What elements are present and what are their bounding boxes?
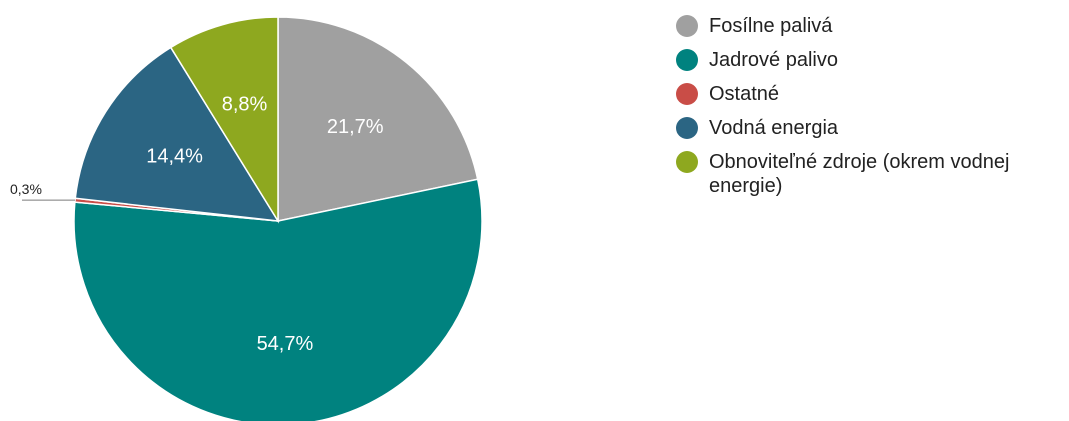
slice-label: 54,7% xyxy=(257,333,314,355)
legend-label: Obnoviteľné zdroje (okrem vodnej energie… xyxy=(709,151,1010,197)
legend-item-renewables[interactable]: Obnoviteľné zdroje (okrem vodnej energie… xyxy=(676,150,1066,198)
slice-label: 8,8% xyxy=(222,93,268,115)
legend-swatch xyxy=(676,49,698,71)
legend-item-hydro[interactable]: Vodná energia xyxy=(676,116,1066,140)
legend-label: Ostatné xyxy=(709,83,780,105)
pie-slice[interactable] xyxy=(277,16,479,222)
pie-chart: 21,7% 54,7% 0,3% 14,4% 8,8% xyxy=(10,16,483,421)
legend-item-fossil[interactable]: Fosílne palivá xyxy=(676,14,1066,38)
legend-item-other[interactable]: Ostatné xyxy=(676,82,1066,106)
legend: Fosílne palivá Jadrové palivo Ostatné Vo… xyxy=(676,14,1066,208)
pie-slice[interactable] xyxy=(169,16,279,224)
legend-label: Vodná energia xyxy=(709,117,839,139)
legend-swatch xyxy=(676,83,698,105)
slice-label: 0,3% xyxy=(10,181,42,197)
pie-slice[interactable] xyxy=(74,46,280,222)
legend-swatch xyxy=(676,117,698,139)
pie-slice[interactable] xyxy=(73,178,483,421)
legend-item-nuclear[interactable]: Jadrové palivo xyxy=(676,48,1066,72)
slice-label: 21,7% xyxy=(327,116,384,138)
legend-label: Fosílne palivá xyxy=(709,15,833,37)
slice-label: 14,4% xyxy=(146,146,203,168)
legend-swatch xyxy=(676,151,698,173)
legend-label: Jadrové palivo xyxy=(709,49,838,71)
legend-swatch xyxy=(676,15,698,37)
